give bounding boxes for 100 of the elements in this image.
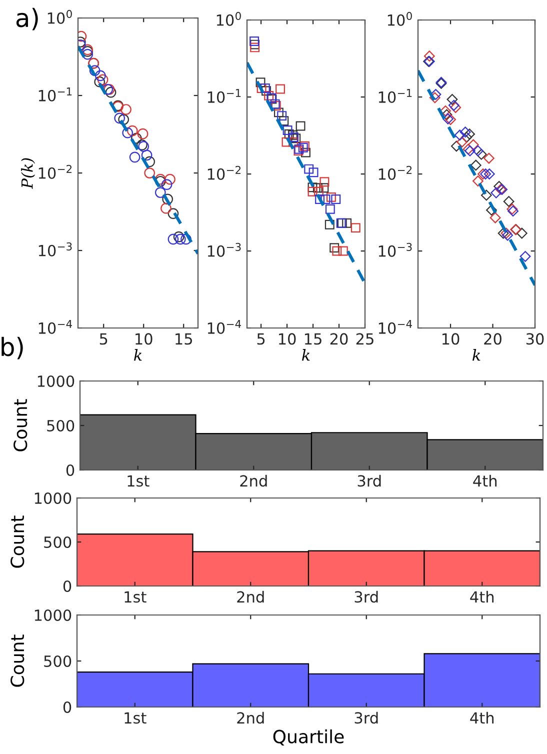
y-tick-label: 10$^{0}$: [388, 12, 412, 26]
point: [460, 126, 471, 138]
x-tick-label: 1st: [124, 712, 146, 724]
text: b): [2, 336, 23, 360]
point: [154, 187, 166, 198]
x-tick-label: 3rd: [358, 474, 381, 487]
y-tick-label: 10$^{−1}$: [378, 89, 412, 103]
x-tick-label: 4th: [470, 590, 494, 602]
point: [105, 86, 116, 98]
point: [430, 88, 442, 100]
point: [174, 234, 186, 245]
point: [89, 65, 100, 76]
point: [442, 113, 454, 124]
y-tick-label: 1000: [38, 375, 74, 388]
y-tick-label: 10$^{0}$: [216, 12, 241, 26]
point: [256, 84, 266, 93]
point: [276, 84, 285, 94]
point: [118, 114, 130, 125]
point: [308, 186, 318, 196]
y-tick-label: 0: [66, 464, 74, 476]
point: [168, 234, 179, 245]
point: [338, 246, 348, 256]
point: [494, 180, 505, 192]
x-tick-label: 30: [526, 333, 544, 345]
x-tick-label: 1st: [128, 475, 150, 487]
x-tick-label: 3rd: [354, 712, 378, 724]
point: [282, 126, 292, 135]
x-tick-label: 3rd: [354, 590, 378, 603]
point: [450, 102, 462, 113]
point: [470, 160, 482, 171]
y-tick-label: 10$^{−3}$: [378, 242, 412, 257]
point: [484, 168, 495, 180]
point: [173, 231, 184, 242]
x-axis-title: k: [302, 349, 310, 361]
point: [162, 194, 174, 205]
y-tick-label: 500: [47, 420, 74, 432]
point: [464, 128, 475, 140]
point: [472, 176, 484, 187]
y-axis-title: Count: [10, 516, 24, 568]
point: [180, 234, 192, 245]
y-axis-title: Count: [14, 399, 28, 452]
point: [483, 152, 494, 164]
point: [486, 204, 497, 216]
point: [326, 192, 336, 202]
x-tick-label: 25: [356, 333, 374, 345]
point: [324, 220, 334, 230]
x-tick-label: 2nd: [237, 590, 264, 603]
point: [456, 136, 468, 148]
y-tick-label: 1000: [34, 492, 72, 504]
point: [490, 212, 501, 224]
point: [260, 84, 270, 93]
point: [301, 148, 310, 158]
y-tick-label: 10$^{−3}$: [38, 242, 72, 256]
point: [472, 145, 484, 156]
point: [97, 74, 108, 86]
point: [250, 42, 260, 52]
y-tick-label: 10$^{−2}$: [208, 166, 241, 180]
x-tick-label: 20: [484, 333, 502, 345]
y-axis-title: Count: [10, 634, 24, 687]
point: [330, 243, 340, 253]
y-tick-label: 10$^{−2}$: [38, 164, 72, 179]
point: [137, 128, 148, 140]
point: [129, 152, 140, 163]
point: [312, 183, 322, 193]
point: [160, 202, 172, 214]
point: [161, 179, 172, 190]
point: [256, 78, 266, 88]
point: [429, 92, 440, 104]
point: [308, 182, 318, 192]
point: [424, 50, 435, 62]
x-tick-label: 15: [304, 333, 322, 345]
point: [342, 218, 352, 228]
y-tick-label: 500: [44, 536, 72, 548]
y-tick-label: 0: [63, 701, 72, 714]
point: [350, 223, 360, 233]
point: [468, 139, 479, 150]
point: [130, 132, 142, 144]
x-tick-label: 4th: [470, 712, 494, 724]
x-tick-label: 15: [176, 333, 192, 345]
y-tick-label: 10$^{−3}$: [208, 242, 241, 257]
point: [291, 134, 301, 144]
point: [274, 108, 284, 118]
point: [454, 130, 466, 141]
y-tick-label: 10$^{−4}$: [208, 320, 241, 334]
point: [304, 164, 314, 174]
x-tick-label: 10: [278, 333, 296, 345]
x-axis-title: k: [134, 349, 142, 361]
point: [122, 127, 134, 138]
x-tick-label: 5: [257, 333, 265, 345]
point: [320, 194, 330, 204]
point: [480, 190, 492, 201]
point: [126, 125, 138, 136]
x-tick-label: 10: [136, 333, 152, 345]
point: [476, 148, 487, 160]
point: [277, 111, 287, 121]
point: [325, 204, 335, 214]
point: [262, 86, 271, 96]
point: [498, 228, 509, 239]
point: [144, 168, 156, 178]
point: [308, 168, 318, 178]
